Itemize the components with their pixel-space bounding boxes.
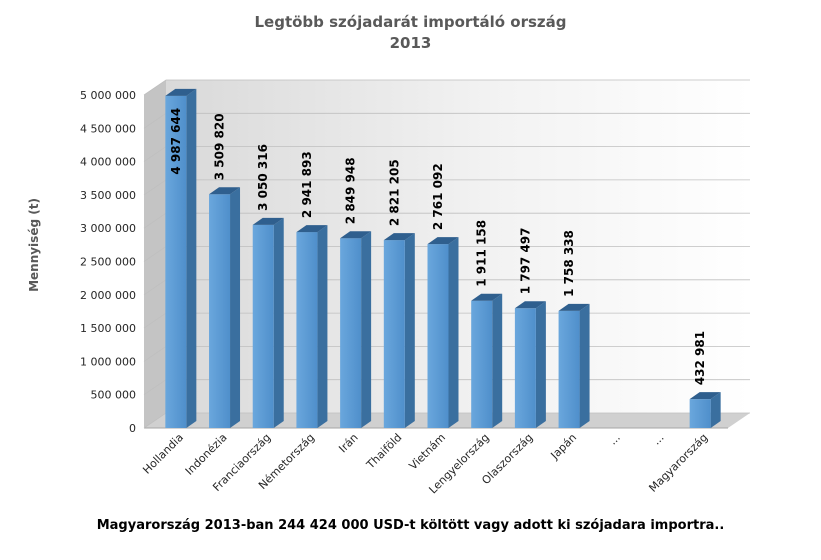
bar-side <box>230 187 241 428</box>
chart-title: Legtöbb szójadarát importáló ország <box>254 13 567 31</box>
bar-top <box>165 88 197 96</box>
y-tick-label: 3 000 000 <box>80 222 136 235</box>
x-tick-label: ... <box>606 431 623 448</box>
bar-side <box>404 233 415 428</box>
bar <box>514 308 536 428</box>
data-label: 1 911 158 <box>475 220 489 287</box>
bar-top <box>252 217 284 225</box>
bar <box>209 194 231 428</box>
data-label: 2 821 205 <box>387 159 401 226</box>
bar-side <box>579 303 590 428</box>
bar-side <box>361 231 372 428</box>
x-tick-label: Hollandia <box>140 431 186 477</box>
y-tick-label: 2 500 000 <box>80 256 136 269</box>
bar-top <box>427 237 459 245</box>
gridline <box>143 79 750 96</box>
x-tick-label: ... <box>650 431 667 448</box>
footer-note: Magyarország 2013-ban 244 424 000 USD-t … <box>96 518 725 533</box>
data-label: 2 761 092 <box>431 163 445 230</box>
bar <box>252 224 274 428</box>
y-tick-label: 0 <box>129 422 136 435</box>
bar <box>471 300 493 428</box>
bar-top <box>558 303 590 311</box>
data-label: 3 050 316 <box>256 144 270 211</box>
bar <box>558 310 580 428</box>
bar-top <box>296 225 328 233</box>
data-label: 4 987 644 <box>169 108 183 175</box>
bar-top <box>209 187 241 195</box>
data-label: 1 797 497 <box>518 227 532 294</box>
x-tick-label: Thaiföld <box>363 431 404 472</box>
bar-side <box>492 293 503 428</box>
x-tick-label: Indonézia <box>183 431 230 478</box>
bar <box>689 399 711 428</box>
y-tick-label: 500 000 <box>91 389 137 402</box>
x-tick-label: Irán <box>336 431 360 455</box>
bar <box>296 232 318 428</box>
bar <box>383 240 405 428</box>
y-tick-label: 1 500 000 <box>80 322 136 335</box>
data-label: 2 941 893 <box>300 151 314 218</box>
chart-subtitle: 2013 <box>389 34 432 52</box>
y-tick-label: 1 000 000 <box>80 355 136 368</box>
chart-title-block: Legtöbb szójadarát importáló ország 2013 <box>0 12 821 54</box>
bar-side <box>448 237 459 428</box>
bar-side <box>710 392 721 428</box>
bar-top <box>471 293 503 301</box>
data-label: 1 758 338 <box>562 230 576 297</box>
y-tick-label: 3 500 000 <box>80 189 136 202</box>
bar-top <box>383 233 415 241</box>
data-label: 3 509 820 <box>213 113 227 180</box>
y-tick-label: 4 500 000 <box>80 122 136 135</box>
bar-top <box>689 392 721 400</box>
y-tick-label: 2 000 000 <box>80 289 136 302</box>
bar-side <box>273 217 284 428</box>
bar-top <box>514 301 546 309</box>
data-label: 2 849 948 <box>344 157 358 224</box>
bar-side <box>535 301 546 428</box>
bar <box>427 244 449 428</box>
bar-side <box>317 225 328 428</box>
y-tick-label: 4 000 000 <box>80 156 136 169</box>
bar-top <box>340 231 372 239</box>
data-label: 432 981 <box>693 331 707 385</box>
bar <box>340 238 362 428</box>
x-tick-label: Vietnám <box>407 431 449 473</box>
bar <box>165 95 187 428</box>
x-tick-label: Japán <box>548 431 580 463</box>
y-tick-label: 5 000 000 <box>80 89 136 102</box>
bar-side <box>186 88 197 428</box>
